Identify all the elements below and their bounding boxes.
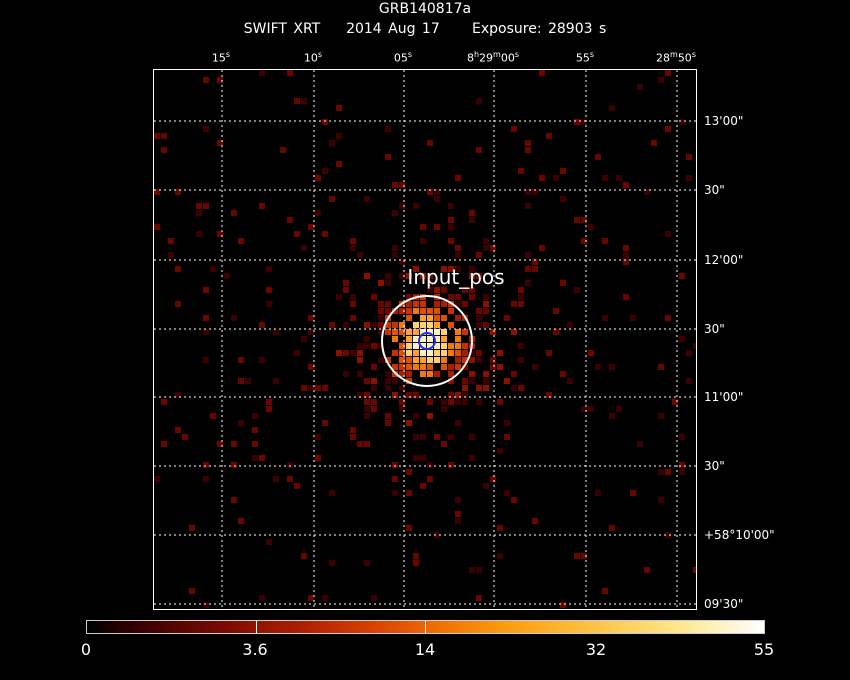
dec-tick-label: 30" — [704, 183, 725, 197]
colorbar-tick-label: 14 — [414, 640, 436, 659]
ra-tick-label: 8h29m00s — [466, 50, 520, 65]
colorbar-tick-mark — [256, 621, 257, 633]
date-label: 2014 Aug 17 — [346, 21, 440, 37]
image-title: GRB140817a — [378, 1, 472, 17]
ra-tick-label: 28m50s — [656, 50, 696, 65]
error-circle — [381, 295, 473, 387]
exposure-label: Exposure: 28903 s — [472, 21, 607, 37]
ra-tick-label: 05s — [393, 50, 413, 65]
dec-tick-label: 09'30" — [704, 597, 744, 611]
source-position-marker — [418, 332, 436, 350]
observation-info: SWIFT XRT 2014 Aug 17 Exposure: 28903 s — [0, 21, 850, 37]
colorbar-tick-label: 0 — [80, 640, 92, 659]
xray-image: Input_pos — [154, 70, 696, 609]
ra-tick-label: 55s — [575, 50, 595, 65]
ra-tick-label: 10s — [303, 50, 323, 65]
coordinate-grid — [154, 70, 696, 609]
colorbar-tick-mark — [425, 621, 426, 633]
instrument-label: SWIFT XRT — [243, 21, 321, 37]
dec-tick-label: 30" — [704, 322, 725, 336]
dec-tick-label: 11'00" — [704, 390, 744, 404]
dec-tick-label: 13'00" — [704, 114, 744, 128]
colorbar-tick-label: 55 — [753, 640, 775, 659]
dec-tick-label: 12'00" — [704, 253, 744, 267]
colorbar-tick-label: 32 — [585, 640, 607, 659]
dec-tick-label: +58°10'00" — [704, 528, 775, 542]
ra-tick-label: 15s — [211, 50, 231, 65]
dec-tick-label: 30" — [704, 459, 725, 473]
colorbar — [86, 620, 765, 634]
photon-pixels — [154, 70, 696, 608]
xray-image-panel: Input_pos — [153, 69, 697, 610]
colorbar-tick-label: 3.6 — [242, 640, 268, 659]
source-label: Input_pos — [407, 265, 504, 289]
